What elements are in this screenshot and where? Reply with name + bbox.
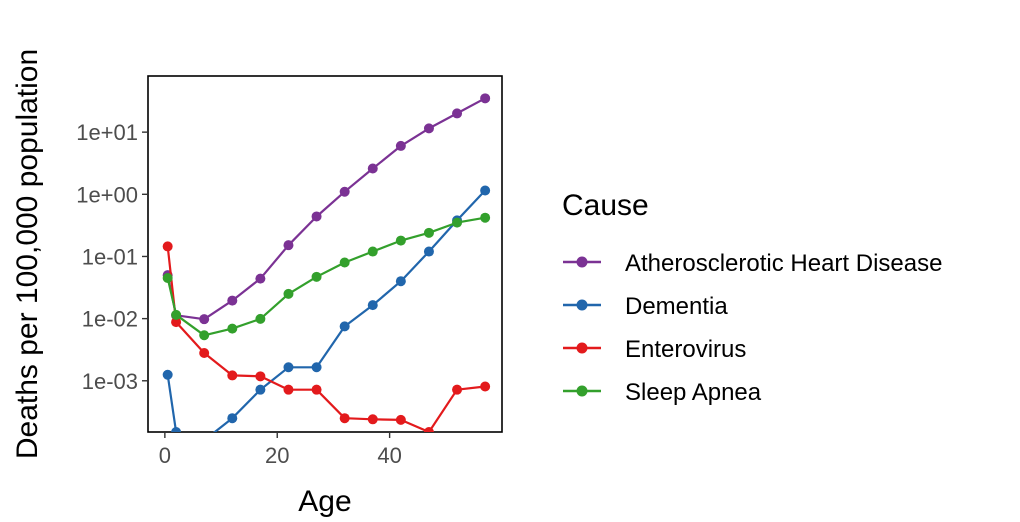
data-point-dementia — [227, 413, 238, 424]
data-point-atherosclerotic-heart-disease — [480, 93, 491, 104]
data-point-enterovirus — [311, 384, 322, 395]
y-tick-label: 1e+01 — [76, 120, 138, 145]
data-point-sleep-apnea — [227, 323, 238, 334]
data-point-atherosclerotic-heart-disease — [395, 140, 406, 151]
data-point-sleep-apnea — [367, 246, 378, 257]
data-point-enterovirus — [452, 384, 463, 395]
data-point-dementia — [339, 321, 350, 332]
data-point-sleep-apnea — [395, 235, 406, 246]
data-point-dementia — [395, 276, 406, 287]
data-point-enterovirus — [480, 381, 491, 392]
data-point-dementia — [480, 185, 491, 196]
legend-key-point-sleep-apnea — [576, 385, 588, 397]
legend-key-point-enterovirus — [576, 342, 588, 354]
data-point-atherosclerotic-heart-disease — [367, 163, 378, 174]
data-point-enterovirus — [423, 427, 434, 432]
data-point-sleep-apnea — [162, 273, 173, 284]
data-point-enterovirus — [339, 413, 350, 424]
legend-label-sleep-apnea: Sleep Apnea — [625, 379, 762, 406]
data-point-atherosclerotic-heart-disease — [339, 186, 350, 197]
data-point-enterovirus — [162, 241, 173, 252]
data-point-atherosclerotic-heart-disease — [255, 273, 266, 284]
x-tick-label: 0 — [159, 443, 171, 468]
data-point-atherosclerotic-heart-disease — [199, 314, 210, 325]
legend-key-point-atherosclerotic-heart-disease — [576, 256, 588, 268]
data-point-dementia — [311, 362, 322, 373]
legend: Cause Atherosclerotic Heart Disease Demen… — [562, 189, 942, 406]
legend-label-dementia: Dementia — [625, 293, 728, 320]
series-layer — [162, 93, 491, 445]
x-tick-label: 40 — [377, 443, 401, 468]
legend-title: Cause — [562, 189, 649, 222]
data-point-sleep-apnea — [171, 309, 182, 320]
data-point-sleep-apnea — [255, 313, 266, 324]
data-point-sleep-apnea — [480, 212, 491, 223]
data-point-dementia — [171, 427, 182, 432]
plot-panel — [147, 75, 503, 433]
legend-key-point-dementia — [576, 299, 588, 311]
data-point-sleep-apnea — [339, 257, 350, 268]
data-point-atherosclerotic-heart-disease — [423, 123, 434, 134]
x-axis: 0 20 40 — [159, 432, 402, 468]
data-point-enterovirus — [283, 384, 294, 395]
data-point-enterovirus — [227, 370, 238, 381]
y-tick-label: 1e-03 — [82, 369, 138, 394]
data-point-enterovirus — [395, 414, 406, 425]
data-point-sleep-apnea — [311, 271, 322, 282]
data-point-sleep-apnea — [199, 330, 210, 341]
data-point-enterovirus — [255, 371, 266, 382]
data-point-sleep-apnea — [423, 227, 434, 238]
data-point-dementia — [283, 362, 294, 373]
data-point-dementia — [199, 435, 209, 445]
data-point-enterovirus — [171, 317, 182, 328]
y-axis: 1e-03 1e-02 1e-01 1e+00 1e+01 — [76, 120, 148, 394]
data-point-atherosclerotic-heart-disease — [311, 211, 322, 222]
data-point-dementia — [367, 300, 378, 311]
y-tick-label: 1e-02 — [82, 307, 138, 332]
data-point-dementia — [255, 384, 266, 395]
data-point-atherosclerotic-heart-disease — [227, 295, 238, 306]
data-point-dementia — [423, 246, 434, 257]
x-tick-label: 20 — [265, 443, 289, 468]
data-point-dementia — [162, 369, 173, 380]
data-point-atherosclerotic-heart-disease — [452, 108, 463, 119]
data-point-sleep-apnea — [452, 217, 463, 228]
y-tick-label: 1e+00 — [76, 182, 138, 207]
data-point-sleep-apnea — [283, 288, 294, 299]
data-point-atherosclerotic-heart-disease — [283, 240, 294, 251]
x-axis-title: Age — [298, 485, 351, 518]
legend-label-atherosclerotic-heart-disease: Atherosclerotic Heart Disease — [625, 250, 942, 277]
legend-label-enterovirus: Enterovirus — [625, 336, 746, 363]
y-tick-label: 1e-01 — [82, 244, 138, 269]
data-point-enterovirus — [367, 414, 378, 425]
y-axis-title: Deaths per 100,000 population — [11, 49, 44, 459]
data-point-enterovirus — [199, 347, 210, 358]
